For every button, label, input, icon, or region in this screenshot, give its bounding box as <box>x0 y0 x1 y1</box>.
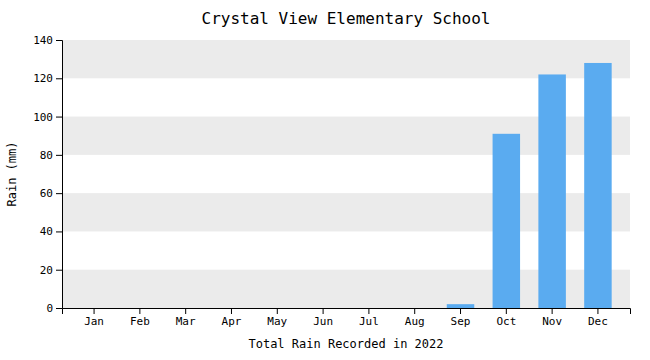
x-tick: May <box>267 308 287 328</box>
y-tick-mark <box>56 155 62 156</box>
bar <box>126 308 153 309</box>
x-tick-mark <box>277 308 278 314</box>
bar <box>401 308 428 309</box>
y-tick: 120 <box>33 72 62 85</box>
x-tick-mark <box>368 308 369 314</box>
x-tick-label: Jul <box>359 315 379 328</box>
y-tick: 60 <box>40 187 62 200</box>
x-tick: Nov <box>542 308 562 328</box>
x-tick-mark <box>323 308 324 314</box>
grid <box>62 40 630 308</box>
bar <box>538 74 565 308</box>
x-tick-mark <box>185 308 186 314</box>
x-tick-label: Sep <box>451 315 471 328</box>
y-tick-label: 80 <box>40 149 53 162</box>
x-tick: Sep <box>451 308 471 328</box>
x-tick-label: Dec <box>588 315 608 328</box>
y-tick: 80 <box>40 149 62 162</box>
y-tick-mark <box>56 117 62 118</box>
y-tick: 140 <box>33 34 62 47</box>
x-tick-label: Oct <box>496 315 516 328</box>
plot: Jan Feb Mar Apr May Jun Jul Aug Sep Oct Nov Dec 0 20 4… <box>33 34 630 328</box>
x-tick-mark <box>597 308 598 314</box>
y-axis: 0 20 40 60 80 100 120 140 <box>33 34 62 315</box>
chart: Jan Feb Mar Apr May Jun Jul Aug Sep Oct Nov Dec 0 20 4… <box>0 0 650 360</box>
x-tick-label: Jun <box>313 315 333 328</box>
x-tick: Aug <box>405 308 425 328</box>
x-tick-mark <box>231 308 232 314</box>
y-tick-mark <box>56 308 62 309</box>
y-tick-label: 100 <box>33 111 53 124</box>
x-axis: Jan Feb Mar Apr May Jun Jul Aug Sep Oct Nov Dec <box>63 308 631 328</box>
x-tick: Oct <box>496 308 516 328</box>
bar <box>80 308 107 309</box>
x-tick-mark <box>139 308 140 314</box>
y-tick-label: 40 <box>40 225 53 238</box>
title: Crystal View Elementary School <box>202 9 491 28</box>
y-axis-line <box>56 41 63 309</box>
x-tick: Feb <box>130 308 150 328</box>
x-tick: Apr <box>222 308 242 328</box>
y-tick-label: 120 <box>33 72 53 85</box>
x-tick-mark <box>94 308 95 314</box>
y-tick-label: 20 <box>40 264 53 277</box>
y-tick: 0 <box>46 302 62 315</box>
x-tick: Jun <box>313 308 333 328</box>
y-axis-title: Rain (mm) <box>5 141 19 206</box>
bars <box>447 63 612 308</box>
x-axis-line <box>63 309 631 315</box>
x-tick-label: Feb <box>130 315 150 328</box>
x-tick-label: Nov <box>542 315 562 328</box>
y-tick-mark <box>56 193 62 194</box>
bar <box>309 308 336 309</box>
x-tick-label: Jan <box>84 315 104 328</box>
bar <box>172 308 199 309</box>
x-tick: Jul <box>359 308 379 328</box>
x-axis-title: Total Rain Recorded in 2022 <box>248 337 443 351</box>
y-tick: 20 <box>40 264 62 277</box>
y-tick-mark <box>56 270 62 271</box>
x-tick: Jan <box>84 308 104 328</box>
grid-band <box>62 40 630 78</box>
bar <box>355 308 382 309</box>
bar <box>218 308 245 309</box>
x-tick-mark <box>414 308 415 314</box>
y-tick-mark <box>56 231 62 232</box>
x-tick-label: Aug <box>405 315 425 328</box>
y-tick-mark <box>56 40 62 41</box>
y-tick: 100 <box>33 111 62 124</box>
bar <box>447 304 474 308</box>
x-tick-label: May <box>267 315 287 328</box>
x-tick-label: Mar <box>176 315 196 328</box>
y-tick-label: 140 <box>33 34 53 47</box>
bar <box>493 134 520 308</box>
x-tick-mark <box>552 308 553 314</box>
x-tick: Mar <box>176 308 196 328</box>
y-tick-label: 60 <box>40 187 53 200</box>
x-tick-mark <box>460 308 461 314</box>
x-tick-mark <box>506 308 507 314</box>
bar <box>584 63 611 308</box>
y-tick-mark <box>56 78 62 79</box>
bar <box>264 308 291 309</box>
y-tick-label: 0 <box>46 302 53 315</box>
y-tick: 40 <box>40 225 62 238</box>
x-tick: Dec <box>588 308 608 328</box>
x-tick-label: Apr <box>222 315 242 328</box>
